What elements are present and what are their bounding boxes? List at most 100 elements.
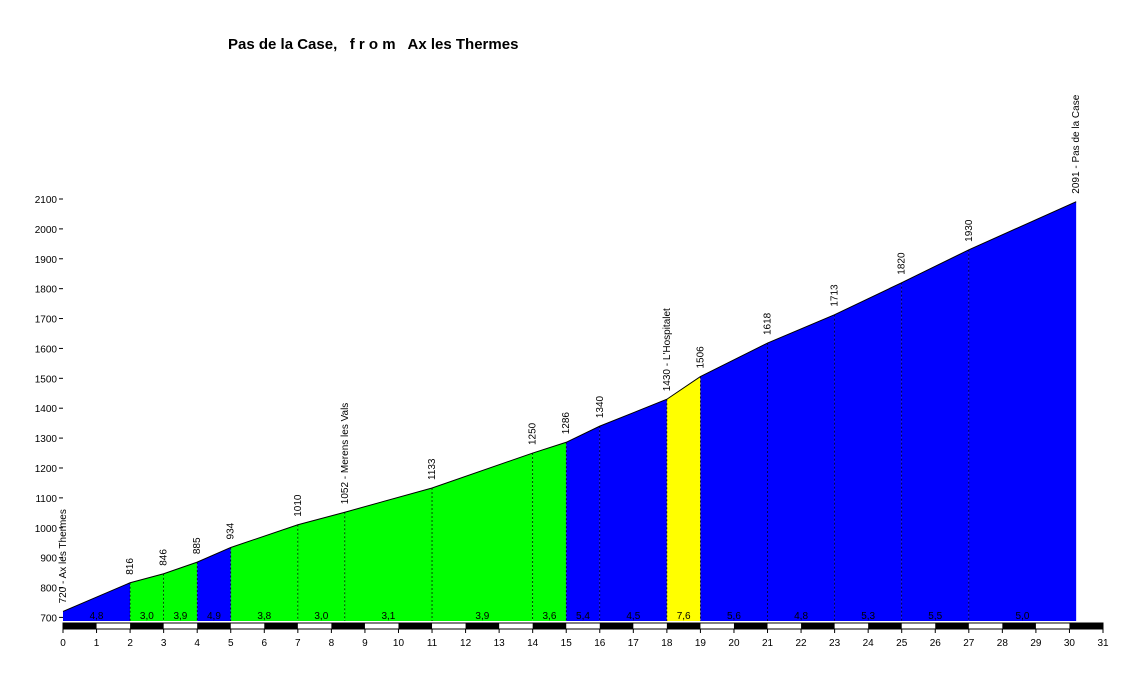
y-tick-label: 900 [40,554,57,565]
point-label: 1618 [763,312,774,335]
point-label: 846 [159,549,170,566]
x-tick-label: 27 [963,638,975,649]
y-tick-label: 1000 [35,524,58,535]
km-block [868,623,902,629]
gradient-label: 3,6 [542,611,556,622]
profile-segment [968,201,1077,621]
x-tick-label: 5 [228,638,234,649]
km-block [264,623,298,629]
gradient-label: 5,3 [861,611,875,622]
point-label: 2091 - Pas de la Case [1071,94,1082,193]
x-tick-label: 11 [427,638,438,649]
y-tick-label: 1400 [35,404,58,415]
x-tick-label: 7 [295,638,301,649]
gradient-label: 4,8 [90,611,104,622]
profile-segment [130,573,164,621]
profile-segment [566,426,600,621]
y-tick-label: 1200 [35,464,58,475]
point-label: 1713 [830,284,841,307]
point-label: 1430 - L'Hospitalet [662,308,673,391]
point-label: 934 [226,522,237,539]
profile-segment [532,442,567,621]
profile-segment [63,582,131,621]
profile-segment [767,314,835,621]
point-label: 1820 [897,252,908,275]
profile-segment [666,376,701,621]
km-block [1069,623,1103,629]
x-tick-label: 20 [728,638,740,649]
y-tick-label: 1500 [35,374,58,385]
km-block [130,623,164,629]
point-label: 720 - Ax les Thermes [58,509,69,603]
point-label: 1133 [427,458,438,480]
x-tick-label: 6 [262,638,268,649]
x-tick-label: 8 [329,638,335,649]
x-tick-label: 12 [460,638,472,649]
y-tick-label: 1600 [35,344,58,355]
gradient-label: 5,6 [727,611,741,622]
point-label: 816 [125,558,136,575]
gradient-label: 4,9 [207,611,221,622]
km-block [801,623,835,629]
x-tick-label: 16 [594,638,606,649]
x-tick-label: 26 [930,638,942,649]
x-tick-label: 21 [762,638,774,649]
x-tick-label: 28 [997,638,1009,649]
x-tick-label: 17 [628,638,640,649]
point-label: 1052 - Merens les Vals [340,403,351,505]
profile-segment [901,249,969,621]
x-tick-label: 13 [494,638,506,649]
y-tick-label: 1100 [35,494,57,505]
x-tick-label: 10 [393,638,405,649]
km-block [666,623,701,629]
km-block [465,623,500,629]
x-tick-label: 30 [1064,638,1076,649]
km-block [599,623,634,629]
point-label: 1250 [528,422,539,445]
point-label: 1506 [695,346,706,369]
x-tick-label: 22 [796,638,808,649]
x-tick-label: 2 [127,638,133,649]
x-tick-label: 9 [362,638,368,649]
km-block [733,623,768,629]
gradient-label: 3,0 [140,611,154,622]
point-label: 1286 [561,412,572,435]
profile-segment [197,547,231,621]
gradient-label: 5,5 [928,611,942,622]
x-tick-label: 23 [829,638,841,649]
x-tick-label: 1 [94,638,100,649]
gradient-label: 3,1 [381,611,395,622]
x-tick-label: 24 [863,638,875,649]
profile-segment [163,562,198,621]
profile-segment [599,399,667,621]
x-tick-label: 15 [561,638,573,649]
profile-segment [344,488,433,621]
point-label: 1010 [293,494,304,517]
y-tick-label: 700 [40,613,57,624]
km-block [197,623,231,629]
x-tick-label: 29 [1030,638,1042,649]
km-block [1002,623,1036,629]
x-tick-label: 31 [1097,638,1109,649]
point-label: 885 [192,537,203,554]
gradient-label: 7,6 [677,611,691,622]
y-tick-label: 800 [40,584,57,595]
x-tick-label: 18 [661,638,673,649]
x-tick-label: 0 [60,638,66,649]
gradient-label: 3,9 [173,611,187,622]
km-block [63,623,97,629]
y-tick-label: 1700 [35,315,58,326]
chart-title: Pas de la Case, f r o m Ax les Thermes [228,36,518,53]
x-tick-label: 25 [896,638,908,649]
gradient-label: 5,4 [576,611,590,622]
y-tick-label: 2100 [35,195,58,206]
km-block [532,623,567,629]
profile-segment [700,343,768,621]
profile-segment [834,282,902,621]
km-block [398,623,433,629]
x-tick-label: 4 [194,638,200,649]
y-tick-label: 1300 [35,434,58,445]
profile-line [62,201,1077,612]
gradient-label: 3,8 [257,611,271,622]
